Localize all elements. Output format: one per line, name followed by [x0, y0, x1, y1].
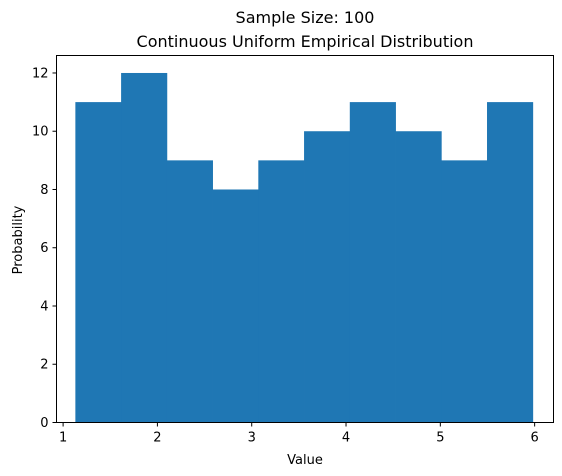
- histogram-bar-7: [349, 102, 396, 423]
- y-axis-ticks: 0 2 4 6 8 10 12: [32, 66, 57, 431]
- histogram-bar-3: [166, 160, 213, 423]
- histogram-bar-5: [258, 160, 305, 423]
- y-tick-label: 10: [32, 125, 49, 140]
- histogram-bar-2: [121, 72, 168, 423]
- x-tick-label: 1: [59, 431, 67, 446]
- y-tick-label: 0: [40, 416, 48, 431]
- x-tick-label: 5: [436, 431, 444, 446]
- histogram-bar-8: [395, 131, 442, 423]
- y-tick-label: 4: [40, 299, 48, 314]
- x-axis-label: Value: [287, 453, 323, 468]
- chart-title: Sample Size: 100: [236, 8, 375, 27]
- plot-frame: [56, 55, 554, 423]
- y-tick-label: 6: [40, 241, 48, 256]
- x-tick-label: 6: [530, 431, 538, 446]
- x-tick-label: 4: [342, 431, 350, 446]
- histogram-bar-4: [212, 189, 259, 423]
- chart-subtitle: Continuous Uniform Empirical Distributio…: [137, 32, 474, 51]
- y-axis-label: Probability: [11, 205, 26, 274]
- histogram-bar-10: [487, 102, 534, 423]
- histogram-bar-6: [304, 131, 351, 423]
- y-tick-label: 12: [32, 66, 49, 81]
- histogram-bar-1: [75, 102, 122, 423]
- x-axis-ticks: 1 2 3 4 5 6: [59, 422, 539, 446]
- x-tick-label: 3: [248, 431, 256, 446]
- bars-group: [75, 72, 534, 423]
- x-tick-label: 2: [153, 431, 161, 446]
- y-tick-label: 8: [40, 183, 48, 198]
- y-tick-label: 2: [40, 358, 48, 373]
- histogram-bar-9: [441, 160, 488, 423]
